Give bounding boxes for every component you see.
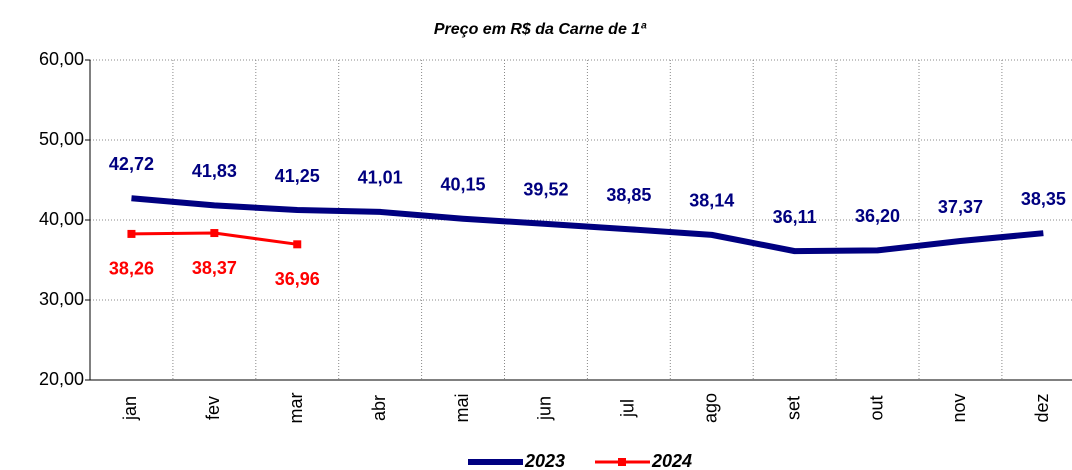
y-tick-label: 20,00: [39, 369, 84, 389]
legend-label: 2023: [524, 451, 565, 470]
legend-label: 2024: [651, 451, 692, 470]
data-label: 42,72: [109, 154, 154, 174]
x-tick-label: jun: [535, 396, 555, 421]
legend-marker: [618, 458, 626, 466]
x-tick-label: set: [783, 396, 803, 420]
data-label: 36,20: [855, 206, 900, 226]
data-label: 37,37: [938, 197, 983, 217]
marker: [293, 240, 302, 249]
data-label: 36,11: [773, 207, 817, 227]
x-tick-label: jan: [120, 396, 140, 421]
data-label: 41,01: [358, 168, 403, 188]
marker: [127, 229, 136, 238]
y-tick-label: 30,00: [39, 289, 84, 309]
data-label: 38,85: [606, 185, 651, 205]
x-tick-label: fev: [203, 396, 223, 420]
data-label: 36,96: [275, 269, 320, 289]
y-tick-label: 60,00: [39, 49, 84, 69]
x-tick-label: dez: [1032, 393, 1052, 422]
y-tick-label: 50,00: [39, 129, 84, 149]
x-tick-label: jul: [618, 399, 638, 418]
x-tick-label: nov: [949, 393, 969, 422]
data-label: 39,52: [523, 180, 568, 200]
data-label: 41,83: [192, 161, 237, 181]
x-tick-label: abr: [369, 395, 389, 421]
x-tick-label: mai: [452, 393, 472, 422]
data-label: 41,25: [275, 166, 320, 186]
x-tick-label: ago: [701, 393, 721, 423]
x-tick-label: out: [866, 395, 886, 420]
data-label: 40,15: [441, 175, 486, 195]
marker: [210, 229, 219, 238]
x-tick-label: mar: [286, 392, 306, 423]
data-label: 38,35: [1021, 189, 1066, 209]
data-label: 38,14: [689, 191, 734, 211]
data-label: 38,26: [109, 259, 154, 279]
chart-title: Preço em R$ da Carne de 1ª: [434, 21, 647, 38]
y-tick-label: 40,00: [39, 209, 84, 229]
series-line: [131, 195, 1044, 255]
data-label: 38,37: [192, 258, 237, 278]
